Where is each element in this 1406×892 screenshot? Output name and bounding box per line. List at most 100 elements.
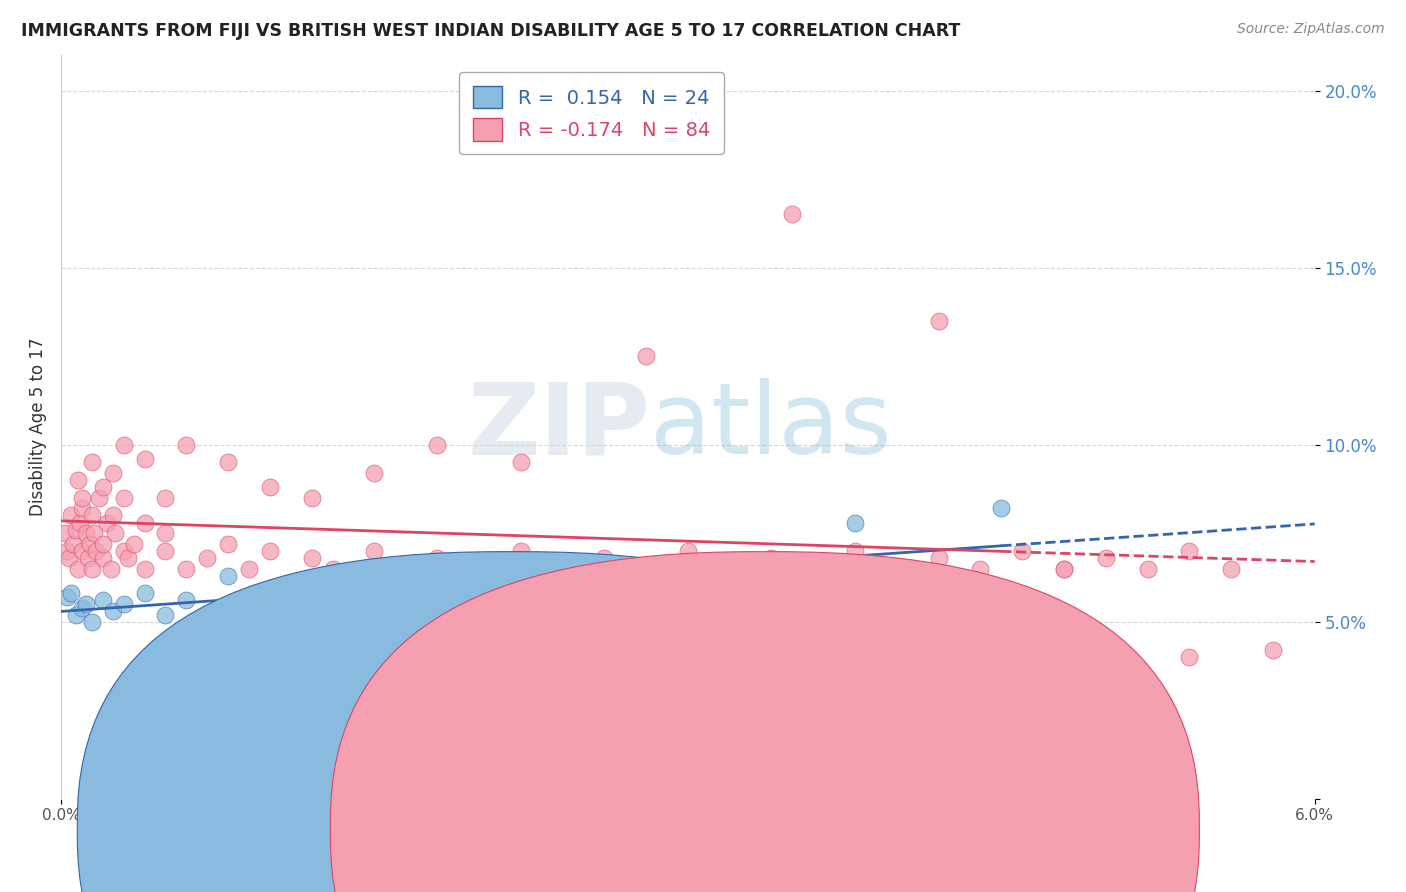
- Point: [1094, 551, 1116, 566]
- Point: [593, 551, 616, 566]
- Text: atlas: atlas: [650, 378, 891, 475]
- Y-axis label: Disability Age 5 to 17: Disability Age 5 to 17: [30, 338, 46, 516]
- Point: [634, 349, 657, 363]
- Point: [82, 508, 104, 523]
- Point: [322, 561, 344, 575]
- Point: [990, 501, 1012, 516]
- Point: [426, 437, 449, 451]
- Point: [844, 516, 866, 530]
- Point: [238, 593, 260, 607]
- Point: [60, 586, 83, 600]
- Point: [112, 491, 135, 505]
- Point: [82, 561, 104, 575]
- Point: [176, 437, 198, 451]
- Point: [75, 597, 97, 611]
- Point: [75, 526, 97, 541]
- Point: [87, 491, 110, 505]
- Point: [509, 544, 531, 558]
- Point: [634, 561, 657, 575]
- Point: [83, 526, 105, 541]
- Point: [112, 544, 135, 558]
- Point: [66, 561, 89, 575]
- Point: [1053, 561, 1076, 575]
- Point: [155, 607, 177, 622]
- Point: [82, 455, 104, 469]
- Point: [155, 544, 177, 558]
- Point: [509, 593, 531, 607]
- Point: [761, 551, 783, 566]
- Point: [112, 437, 135, 451]
- Point: [155, 491, 177, 505]
- Point: [363, 466, 385, 480]
- Point: [844, 544, 866, 558]
- Point: [91, 537, 114, 551]
- Point: [238, 561, 260, 575]
- Point: [69, 516, 91, 530]
- Text: British West Indians: British West Indians: [785, 820, 949, 838]
- Point: [70, 501, 93, 516]
- Text: Immigrants from Fiji: Immigrants from Fiji: [531, 820, 699, 838]
- Text: ZIP: ZIP: [467, 378, 650, 475]
- Point: [676, 643, 699, 657]
- Point: [62, 537, 84, 551]
- Point: [426, 590, 449, 604]
- Point: [91, 480, 114, 494]
- Point: [56, 544, 79, 558]
- Point: [969, 561, 991, 575]
- Point: [363, 544, 385, 558]
- Point: [1178, 650, 1201, 665]
- Point: [60, 508, 83, 523]
- Point: [634, 568, 657, 582]
- Point: [572, 600, 595, 615]
- Point: [58, 551, 80, 566]
- Point: [1011, 544, 1033, 558]
- Point: [122, 537, 145, 551]
- Point: [77, 551, 100, 566]
- Point: [217, 455, 239, 469]
- Point: [1261, 643, 1284, 657]
- Point: [86, 544, 108, 558]
- Point: [384, 600, 406, 615]
- Point: [134, 561, 156, 575]
- Point: [342, 572, 364, 586]
- Point: [1220, 561, 1243, 575]
- Point: [134, 586, 156, 600]
- Point: [103, 604, 125, 618]
- Point: [195, 551, 218, 566]
- Point: [301, 597, 323, 611]
- Point: [176, 561, 198, 575]
- Point: [259, 544, 281, 558]
- Point: [70, 600, 93, 615]
- Point: [217, 537, 239, 551]
- Point: [886, 561, 908, 575]
- Point: [112, 597, 135, 611]
- Point: [1178, 544, 1201, 558]
- Point: [426, 551, 449, 566]
- Point: [117, 551, 139, 566]
- Point: [551, 561, 574, 575]
- Point: [91, 551, 114, 566]
- Point: [79, 537, 101, 551]
- Text: IMMIGRANTS FROM FIJI VS BRITISH WEST INDIAN DISABILITY AGE 5 TO 17 CORRELATION C: IMMIGRANTS FROM FIJI VS BRITISH WEST IND…: [21, 22, 960, 40]
- Point: [801, 561, 824, 575]
- Point: [66, 473, 89, 487]
- Point: [928, 551, 950, 566]
- Point: [65, 523, 87, 537]
- Point: [155, 526, 177, 541]
- Point: [65, 607, 87, 622]
- Point: [718, 561, 741, 575]
- Point: [509, 455, 531, 469]
- Point: [301, 491, 323, 505]
- Point: [176, 593, 198, 607]
- Point: [53, 526, 76, 541]
- Point: [1136, 561, 1159, 575]
- Legend: R =  0.154   N = 24, R = -0.174   N = 84: R = 0.154 N = 24, R = -0.174 N = 84: [460, 72, 724, 154]
- Point: [928, 314, 950, 328]
- Point: [1053, 561, 1076, 575]
- Point: [103, 466, 125, 480]
- Point: [301, 551, 323, 566]
- Point: [676, 544, 699, 558]
- Point: [468, 561, 491, 575]
- Point: [384, 561, 406, 575]
- Point: [100, 561, 122, 575]
